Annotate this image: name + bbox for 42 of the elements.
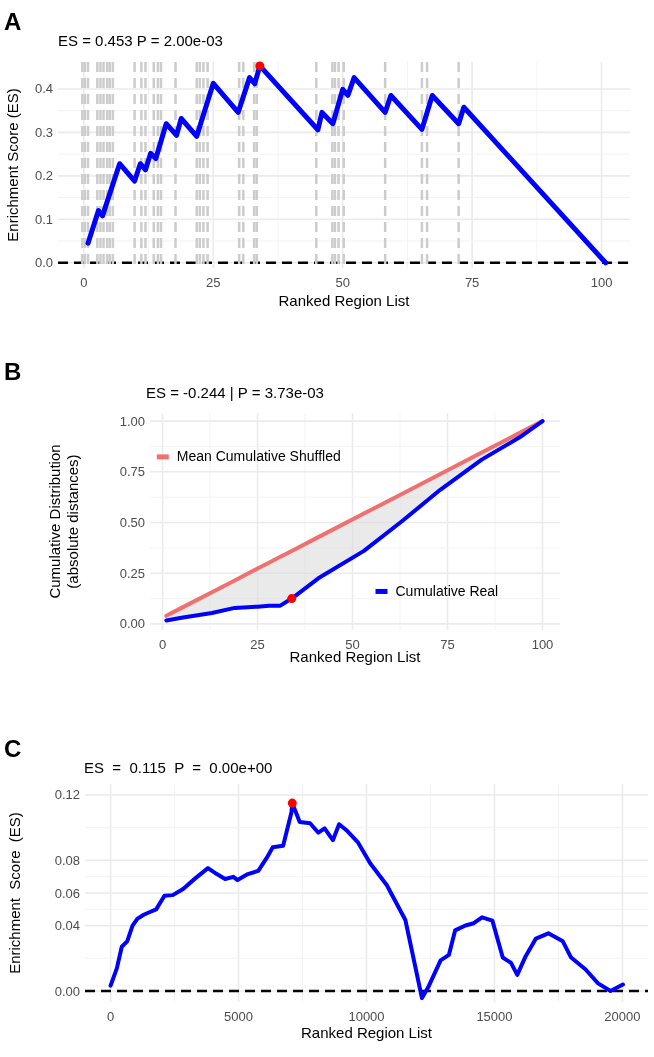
chart-title: ES = 0.115 P = 0.00e+00 bbox=[84, 759, 273, 776]
chart-title: ES = -0.244 | P = 3.73e-03 bbox=[146, 384, 324, 401]
x-tick-label: 100 bbox=[590, 275, 613, 290]
y-axis-title: Cumulative Distribution (absolute distances) bbox=[46, 444, 81, 599]
y-tick-label: 0.12 bbox=[54, 787, 80, 803]
text: C bbox=[4, 735, 22, 762]
y-tick-label: 0.75 bbox=[119, 464, 145, 480]
y-axis-title: Enrichment Score (ES) bbox=[6, 812, 23, 974]
x-tick-label: 0 bbox=[80, 275, 88, 290]
y-tick-label: 0.08 bbox=[54, 852, 80, 868]
x-tick-label: 50 bbox=[335, 275, 350, 290]
x-tick-label: 25 bbox=[250, 637, 265, 652]
legend-label: Mean Cumulative Shuffled bbox=[176, 448, 341, 465]
y-tick-label: 0.50 bbox=[119, 515, 145, 531]
legend-label: Cumulative Real bbox=[395, 582, 499, 599]
x-tick-label: 20000 bbox=[604, 1009, 641, 1024]
text: A bbox=[4, 8, 22, 35]
x-tick-label: 100 bbox=[531, 637, 554, 652]
y-axis-title: Enrichment Score (ES) bbox=[4, 88, 21, 242]
y-tick-label: 1.00 bbox=[119, 413, 145, 429]
x-axis-title: Ranked Region List bbox=[301, 1024, 433, 1041]
x-tick-label: 0 bbox=[106, 1009, 115, 1024]
y-tick-label: 0.25 bbox=[119, 565, 145, 581]
y-tick-label: 0.1 bbox=[34, 211, 53, 227]
y-tick-label: 0.2 bbox=[34, 168, 53, 184]
x-tick-label: 10000 bbox=[348, 1009, 385, 1024]
x-tick-label: 75 bbox=[464, 275, 480, 290]
y-tick-label: 0.3 bbox=[34, 124, 53, 140]
y-tick-label: 0.00 bbox=[119, 616, 145, 632]
x-axis-title: Ranked Region List bbox=[278, 292, 411, 309]
y-tick-label: 0.06 bbox=[54, 885, 80, 901]
x-tick-label: 0 bbox=[158, 637, 167, 652]
x-tick-label: 25 bbox=[206, 275, 221, 290]
y-tick-label: 0.00 bbox=[54, 983, 80, 999]
chart-title: ES = 0.453 P = 2.00e-03 bbox=[58, 32, 223, 49]
x-tick-label: 5000 bbox=[224, 1009, 254, 1024]
x-tick-label: 15000 bbox=[476, 1009, 513, 1024]
y-tick-label: 0.4 bbox=[34, 81, 53, 97]
y-tick-label: 0.04 bbox=[54, 918, 80, 934]
text: B bbox=[4, 358, 22, 385]
y-tick-label: 0.0 bbox=[34, 255, 53, 271]
x-tick-label: 75 bbox=[440, 637, 455, 652]
